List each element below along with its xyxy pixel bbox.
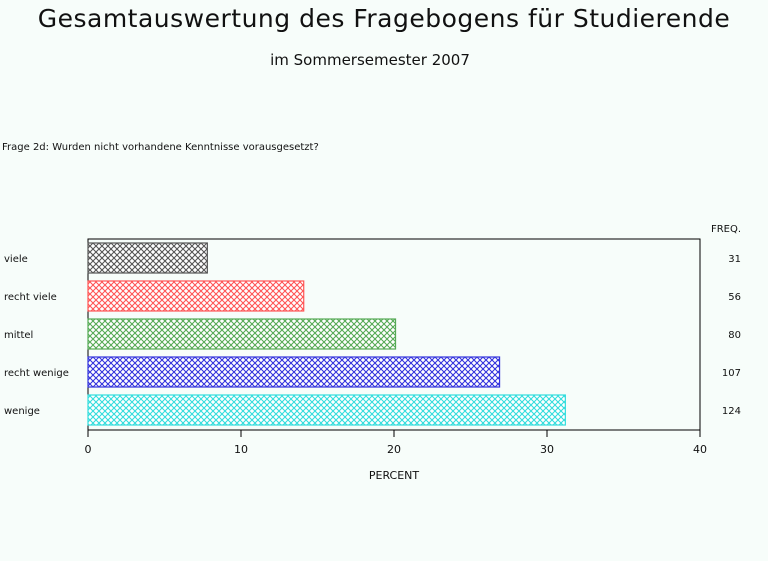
freq-value: 31 xyxy=(728,254,741,265)
page-title: Gesamtauswertung des Fragebogens für Stu… xyxy=(37,4,731,33)
page-subtitle: im Sommersemester 2007 xyxy=(270,51,470,69)
x-tick-label: 0 xyxy=(85,443,92,456)
x-tick-label: 20 xyxy=(387,443,401,456)
bar-3 xyxy=(87,318,397,350)
bar-1 xyxy=(87,242,208,274)
x-tick-label: 40 xyxy=(693,443,707,456)
category-label: wenige xyxy=(4,406,40,417)
freq-value: 124 xyxy=(722,406,741,417)
freq-value: 107 xyxy=(722,368,741,379)
bar-2 xyxy=(87,280,305,312)
x-axis-label: PERCENT xyxy=(369,469,420,482)
freq-value: 80 xyxy=(728,330,741,341)
x-tick-label: 30 xyxy=(540,443,554,456)
x-tick-label: 10 xyxy=(234,443,248,456)
freq-value: 56 xyxy=(728,292,741,303)
category-label: viele xyxy=(4,254,28,265)
category-label: recht wenige xyxy=(4,368,69,379)
category-label: recht viele xyxy=(4,292,57,303)
freq-header: FREQ. xyxy=(711,224,741,235)
bar-4 xyxy=(87,356,501,388)
bar-5 xyxy=(87,394,566,426)
category-label: mittel xyxy=(4,330,33,341)
question-text: Frage 2d: Wurden nicht vorhandene Kenntn… xyxy=(2,142,319,153)
